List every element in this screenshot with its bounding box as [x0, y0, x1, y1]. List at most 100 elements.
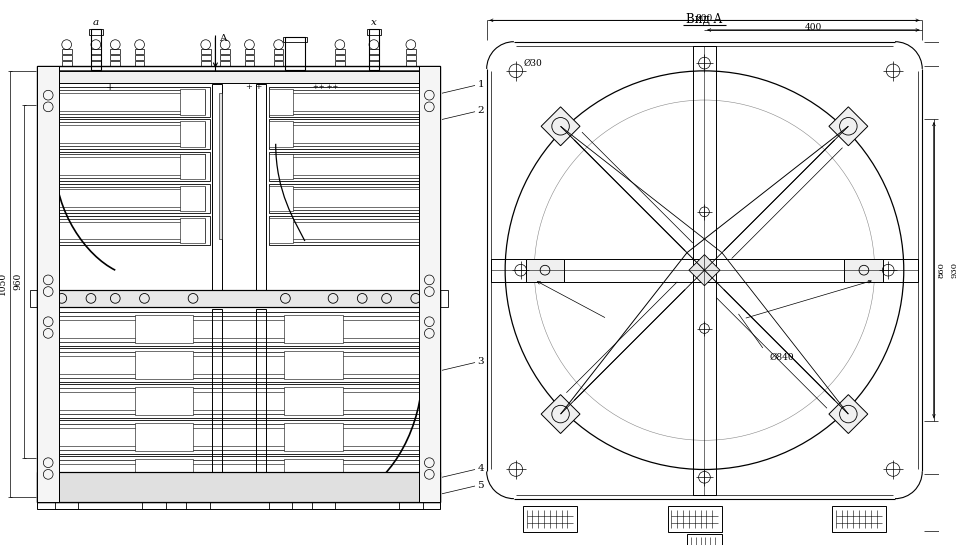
Bar [91, 55, 100, 60]
Bar [38, 66, 59, 502]
Bar [668, 507, 722, 532]
Bar [42, 152, 209, 181]
Polygon shape [829, 107, 868, 146]
Bar [180, 218, 205, 243]
Bar [42, 384, 435, 418]
Bar [47, 316, 430, 342]
Bar [62, 49, 71, 54]
Bar [274, 90, 430, 114]
Bar [274, 154, 430, 178]
Bar [42, 420, 435, 454]
Bar [285, 315, 343, 343]
Bar [180, 154, 205, 179]
Bar [419, 66, 440, 502]
Bar [274, 49, 284, 54]
Bar [38, 66, 59, 502]
Bar [279, 190, 426, 207]
Bar [257, 309, 266, 477]
Bar [47, 388, 430, 414]
Bar [832, 507, 886, 532]
Bar [47, 424, 430, 450]
Bar [285, 459, 343, 487]
Text: 1: 1 [478, 80, 484, 89]
Bar [269, 154, 293, 179]
Text: 5: 5 [478, 481, 484, 489]
Text: 800: 800 [696, 14, 713, 23]
Bar [135, 55, 145, 60]
Bar [135, 351, 193, 379]
Bar [436, 290, 448, 307]
Bar [274, 61, 284, 66]
Bar [47, 352, 430, 378]
Bar [269, 90, 293, 114]
Bar [367, 29, 381, 35]
Bar [279, 222, 426, 239]
Bar [693, 45, 716, 495]
Bar [269, 184, 435, 213]
Text: 4: 4 [478, 464, 484, 473]
Bar [212, 84, 222, 290]
Bar [186, 502, 209, 509]
Bar [523, 507, 577, 532]
Bar [219, 93, 222, 239]
Bar [47, 218, 205, 242]
Text: 960: 960 [14, 272, 22, 290]
Bar [42, 312, 435, 346]
Bar [220, 61, 230, 66]
Bar [312, 502, 335, 509]
Polygon shape [689, 254, 720, 286]
Bar [91, 29, 100, 70]
Bar [844, 258, 883, 282]
Text: 1050: 1050 [0, 272, 7, 295]
Bar [52, 126, 200, 143]
Bar [201, 61, 210, 66]
Bar [285, 351, 343, 379]
Bar [180, 186, 205, 211]
Bar [201, 55, 210, 60]
Bar [135, 61, 145, 66]
Bar [269, 87, 435, 117]
Bar [52, 356, 426, 374]
Text: +: + [106, 83, 115, 92]
Text: + +: + + [246, 84, 262, 91]
Bar [135, 315, 193, 343]
Bar [42, 87, 209, 117]
Bar [41, 70, 436, 498]
Bar [52, 320, 426, 338]
Polygon shape [541, 395, 580, 434]
Bar [286, 37, 305, 70]
Bar [244, 55, 255, 60]
Bar [335, 61, 345, 66]
Bar [42, 456, 435, 490]
Bar [38, 66, 440, 502]
Bar [279, 126, 426, 143]
Bar [180, 122, 205, 147]
Bar [42, 348, 435, 382]
Text: a: a [93, 18, 98, 27]
Bar [52, 190, 200, 207]
Bar [135, 49, 145, 54]
Bar [285, 423, 343, 451]
Bar [110, 49, 120, 54]
Text: ++ ++: ++ ++ [313, 84, 338, 91]
Bar [180, 90, 205, 114]
Bar [274, 218, 430, 242]
Bar [91, 61, 100, 66]
Bar [269, 502, 292, 509]
Bar [220, 55, 230, 60]
Text: 3: 3 [478, 357, 484, 366]
Bar [526, 258, 565, 282]
Text: 400: 400 [805, 23, 822, 32]
Bar [42, 184, 209, 213]
Bar [42, 216, 209, 245]
Bar [110, 55, 120, 60]
Bar [244, 49, 255, 54]
Bar [55, 502, 78, 509]
Bar [406, 49, 416, 54]
Bar [369, 55, 378, 60]
Text: Ø30: Ø30 [524, 59, 542, 67]
Bar [269, 216, 435, 245]
Bar [38, 472, 440, 502]
Bar [47, 90, 205, 114]
Bar [52, 222, 200, 239]
